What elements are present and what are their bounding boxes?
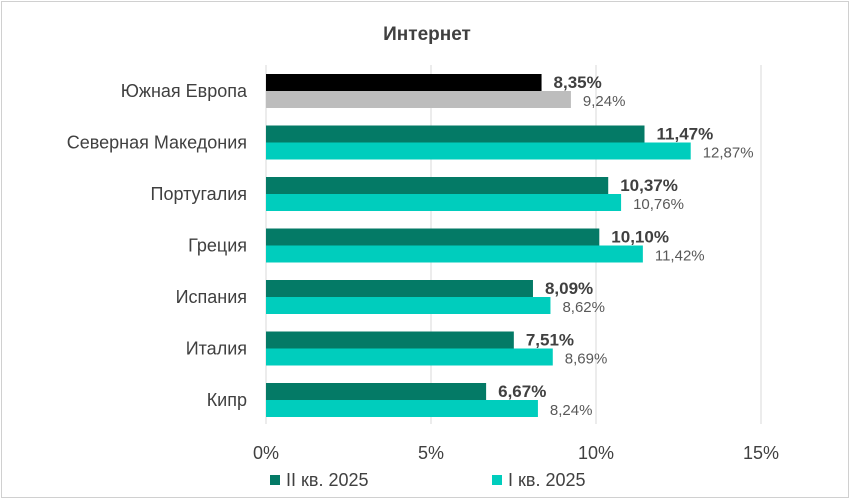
bar-total-q2 — [266, 74, 542, 91]
bar-q1 — [266, 400, 538, 417]
legend: II кв. 2025 I кв. 2025 — [270, 470, 585, 490]
category-label: Кипр — [207, 390, 247, 410]
legend-label: II кв. 2025 — [286, 470, 369, 490]
bar-q2 — [266, 383, 487, 400]
data-label-q1: 8,62% — [562, 299, 605, 316]
data-label-q1: 12,87% — [703, 145, 754, 162]
data-label-q2: 7,51% — [526, 331, 574, 350]
legend-swatch — [270, 475, 280, 485]
bars — [266, 74, 691, 417]
bar-q2 — [266, 228, 600, 246]
x-tick-label: 10% — [578, 443, 614, 463]
data-label-q1: 11,42% — [655, 248, 705, 265]
bar-q1 — [266, 194, 622, 211]
data-label-q2: 11,47% — [657, 125, 714, 144]
data-label-q2: 8,35% — [554, 73, 602, 92]
legend-label: I кв. 2025 — [508, 470, 585, 490]
data-label-q2: 6,67% — [498, 382, 546, 401]
category-labels: Южная Европа Северная Македония Португалия… — [67, 81, 248, 410]
legend-swatch — [492, 475, 502, 485]
category-label: Португалия — [151, 184, 248, 204]
x-tick-label: 0% — [253, 443, 279, 463]
category-label: Северная Македония — [67, 133, 247, 153]
data-label-q2: 8,09% — [545, 279, 593, 298]
bar-q1 — [266, 297, 551, 314]
data-label-q1: 8,69% — [565, 351, 608, 368]
chart-title: Интернет — [383, 24, 471, 45]
x-tick-label: 5% — [418, 443, 444, 463]
bar-q2 — [266, 280, 533, 297]
data-label-q2: 10,37% — [620, 176, 678, 195]
data-labels: 8,35%9,24% 11,47%12,87% 10,37%10,76% 10,10%… — [498, 73, 753, 419]
bar-q1 — [266, 142, 691, 160]
bar-q2 — [266, 125, 645, 143]
category-label: Греция — [188, 236, 247, 256]
x-axis-tick-labels: 0% 5% 10% 15% — [253, 443, 779, 463]
data-label-q1: 8,24% — [550, 402, 593, 419]
category-label: Южная Европа — [121, 81, 248, 101]
bar-q2 — [266, 331, 514, 349]
x-tick-label: 15% — [743, 443, 779, 463]
data-label-q2: 10,10% — [611, 228, 669, 247]
bar-q1 — [266, 245, 643, 263]
bar-total-q1 — [266, 91, 571, 108]
bar-q2 — [266, 177, 609, 194]
category-label: Испания — [176, 287, 247, 307]
bar-q1 — [266, 348, 553, 366]
category-label: Италия — [186, 339, 247, 359]
data-label-q1: 9,24% — [583, 93, 626, 110]
data-label-q1: 10,76% — [633, 196, 684, 213]
